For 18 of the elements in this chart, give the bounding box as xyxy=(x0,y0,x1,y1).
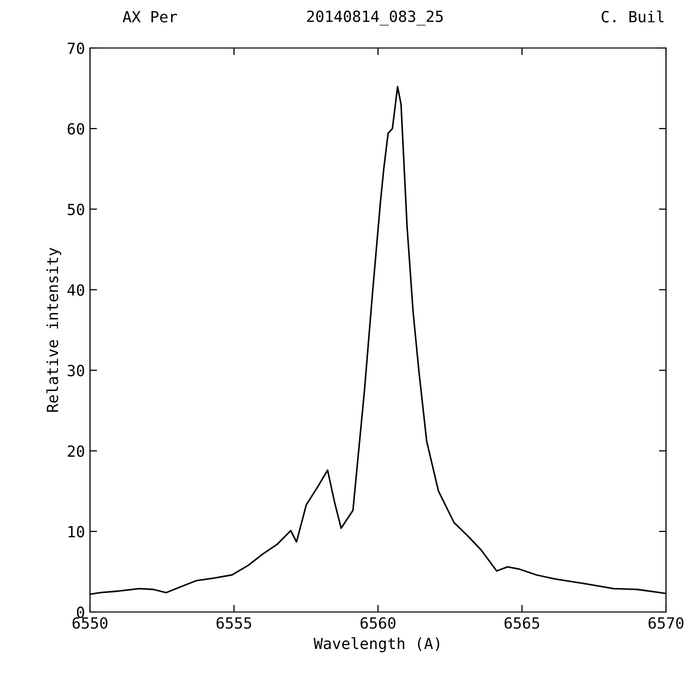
chart-title: AX Per xyxy=(122,11,178,22)
x-tick-label: 6555 xyxy=(216,617,252,629)
y-axis-title: Relative intensity xyxy=(46,248,62,412)
y-tick-label: 60 xyxy=(68,123,84,135)
chart-subtitle: 20140814_083_25 xyxy=(307,10,443,26)
x-tick-label: 6570 xyxy=(648,617,684,629)
x-tick-label: 6550 xyxy=(72,617,108,629)
x-tick-label: 6560 xyxy=(360,617,396,629)
y-tick-label: 20 xyxy=(68,445,84,457)
y-tick-label: 10 xyxy=(68,526,84,538)
y-tick-label: 40 xyxy=(68,284,84,296)
y-tick-label: 70 xyxy=(68,42,84,54)
x-axis-title: Wavelength (A) xyxy=(314,637,440,652)
text: C. Buil xyxy=(602,10,664,22)
y-tick-label: 0 xyxy=(76,606,84,618)
x-tick-label: 6565 xyxy=(504,617,540,629)
y-tick-label: 50 xyxy=(68,204,84,216)
y-tick-label: 30 xyxy=(68,364,84,376)
